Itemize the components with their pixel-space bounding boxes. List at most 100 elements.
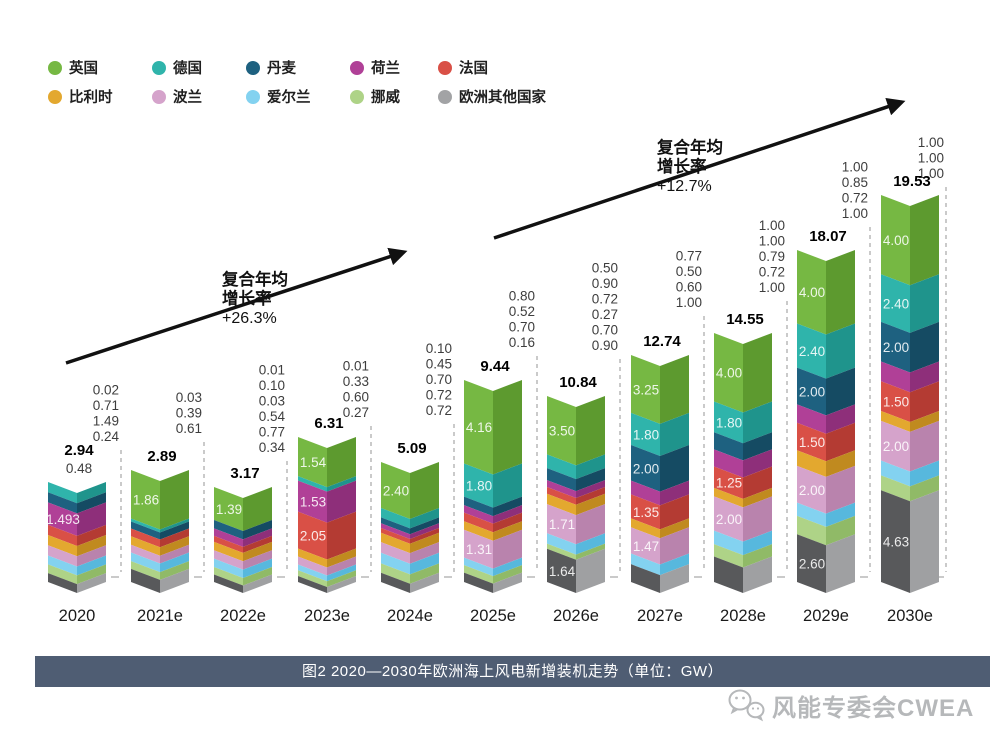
callout-value: 0.54 bbox=[259, 409, 286, 424]
segment-欧洲其他国家 bbox=[298, 576, 327, 593]
segment-shade-德国 bbox=[327, 476, 356, 492]
segment-shade-爱尔兰 bbox=[910, 460, 939, 487]
segment-shade-爱尔兰 bbox=[743, 530, 772, 556]
segment-value-label: 2.00 bbox=[633, 461, 659, 476]
segment-shade-比利时 bbox=[910, 410, 939, 432]
segment-shade-挪威 bbox=[743, 544, 772, 568]
segment-法国 bbox=[214, 535, 243, 553]
segment-波兰 bbox=[214, 550, 243, 570]
segment-shade-荷兰 bbox=[327, 480, 356, 523]
svg-text:增长率: 增长率 bbox=[222, 288, 272, 308]
legend-item-英国: 英国 bbox=[48, 59, 98, 77]
segment-欧洲其他国家 bbox=[797, 534, 826, 593]
callout-value: 0.39 bbox=[176, 406, 202, 421]
segment-荷兰 bbox=[547, 480, 576, 498]
segment-shade-丹麦 bbox=[243, 519, 272, 540]
segment-shade-法国 bbox=[410, 528, 439, 544]
segment-value-label: 2.00 bbox=[883, 439, 909, 454]
watermark: 风能专委会CWEA bbox=[726, 687, 974, 723]
segment-挪威 bbox=[214, 567, 243, 586]
segment-德国 bbox=[714, 401, 743, 444]
segment-德国 bbox=[797, 323, 826, 379]
segment-比利时 bbox=[547, 493, 576, 516]
segment-shade-英国 bbox=[743, 333, 772, 413]
segment-波兰 bbox=[298, 556, 327, 576]
bar-2022e: 0.010.100.030.540.770.343.17 1.39 2022e bbox=[214, 363, 288, 625]
segment-shade-德国 bbox=[826, 323, 855, 379]
segment-挪威 bbox=[48, 564, 77, 585]
segment-爱尔兰 bbox=[714, 530, 743, 556]
axis-label-2020: 2020 bbox=[59, 607, 96, 625]
callout-value: 0.61 bbox=[176, 421, 202, 436]
segment-英国 bbox=[797, 250, 826, 335]
callout-value: 0.72 bbox=[426, 403, 452, 418]
callout-value: 0.27 bbox=[343, 405, 369, 420]
segment-shade-爱尔兰 bbox=[493, 557, 522, 577]
callout-value: 1.00 bbox=[918, 151, 944, 166]
segment-value-label: 3.50 bbox=[549, 424, 575, 439]
bar-total-label: 5.09 bbox=[397, 440, 426, 457]
segment-挪威 bbox=[298, 570, 327, 588]
segment-value-label: 2.60 bbox=[799, 557, 825, 572]
callout-value: 0.10 bbox=[259, 378, 285, 393]
legend-label: 欧洲其他国家 bbox=[459, 88, 546, 106]
segment-法国 bbox=[547, 486, 576, 505]
bar-total-label: 9.44 bbox=[480, 358, 510, 375]
legend-label: 德国 bbox=[173, 59, 202, 77]
bar-total-label: 19.53 bbox=[893, 173, 931, 190]
callout-value: 0.77 bbox=[259, 425, 285, 440]
segment-shade-波兰 bbox=[327, 556, 356, 576]
segment-shade-丹麦 bbox=[77, 492, 106, 514]
callout-value: 0.50 bbox=[592, 261, 618, 276]
segment-shade-波兰 bbox=[410, 542, 439, 564]
segment-shade-荷兰 bbox=[77, 502, 106, 536]
segment-荷兰 bbox=[298, 480, 327, 523]
segment-shade-欧洲其他国家 bbox=[410, 572, 439, 593]
segment-shade-挪威 bbox=[493, 565, 522, 584]
axis-label-2028e: 2028e bbox=[720, 607, 766, 625]
callout-value: 0.34 bbox=[259, 440, 286, 455]
callout-value: 0.72 bbox=[426, 388, 452, 403]
segment-法国 bbox=[714, 466, 743, 499]
svg-text:+12.7%: +12.7% bbox=[657, 178, 712, 195]
axis-label-2022e: 2022e bbox=[220, 607, 266, 625]
segment-shade-法国 bbox=[327, 511, 356, 560]
callout-value: 0.77 bbox=[676, 249, 702, 264]
legend-item-欧洲其他国家: 欧洲其他国家 bbox=[438, 88, 546, 106]
segment-shade-比利时 bbox=[327, 548, 356, 568]
segment-value-label: 1.50 bbox=[883, 395, 909, 410]
segment-value-label: 1.80 bbox=[633, 427, 659, 442]
segment-shade-德国 bbox=[410, 507, 439, 529]
segment-shade-丹麦 bbox=[576, 468, 605, 492]
segment-比利时 bbox=[48, 535, 77, 557]
segment-shade-比利时 bbox=[743, 487, 772, 508]
segment-shade-英国 bbox=[493, 380, 522, 475]
segment-英国 bbox=[298, 437, 327, 488]
segment-欧洲其他国家 bbox=[131, 568, 160, 593]
callout-value: 1.00 bbox=[759, 280, 785, 295]
callout-value: 0.52 bbox=[509, 304, 535, 319]
segment-shade-挪威 bbox=[410, 563, 439, 584]
callout-value: 0.03 bbox=[176, 390, 202, 405]
legend-item-丹麦: 丹麦 bbox=[246, 59, 296, 77]
segment-欧洲其他国家 bbox=[631, 564, 660, 593]
legend-item-比利时: 比利时 bbox=[48, 88, 113, 106]
segment-shade-波兰 bbox=[576, 504, 605, 545]
segment-shade-比利时 bbox=[576, 493, 605, 516]
segment-shade-德国 bbox=[743, 401, 772, 444]
callout-value: 0.01 bbox=[343, 359, 369, 374]
callout-value: 0.90 bbox=[592, 276, 618, 291]
segment-爱尔兰 bbox=[547, 533, 576, 555]
segment-shade-德国 bbox=[910, 274, 939, 333]
segment-比利时 bbox=[631, 518, 660, 539]
segment-shade-德国 bbox=[160, 518, 189, 533]
legend-label: 荷兰 bbox=[371, 59, 400, 77]
segment-shade-波兰 bbox=[910, 420, 939, 472]
segment-value-label: 1.39 bbox=[216, 502, 242, 517]
callout-value: 0.03 bbox=[259, 394, 285, 409]
segment-丹麦 bbox=[214, 519, 243, 540]
segment-比利时 bbox=[298, 548, 327, 568]
segment-英国 bbox=[464, 380, 493, 475]
